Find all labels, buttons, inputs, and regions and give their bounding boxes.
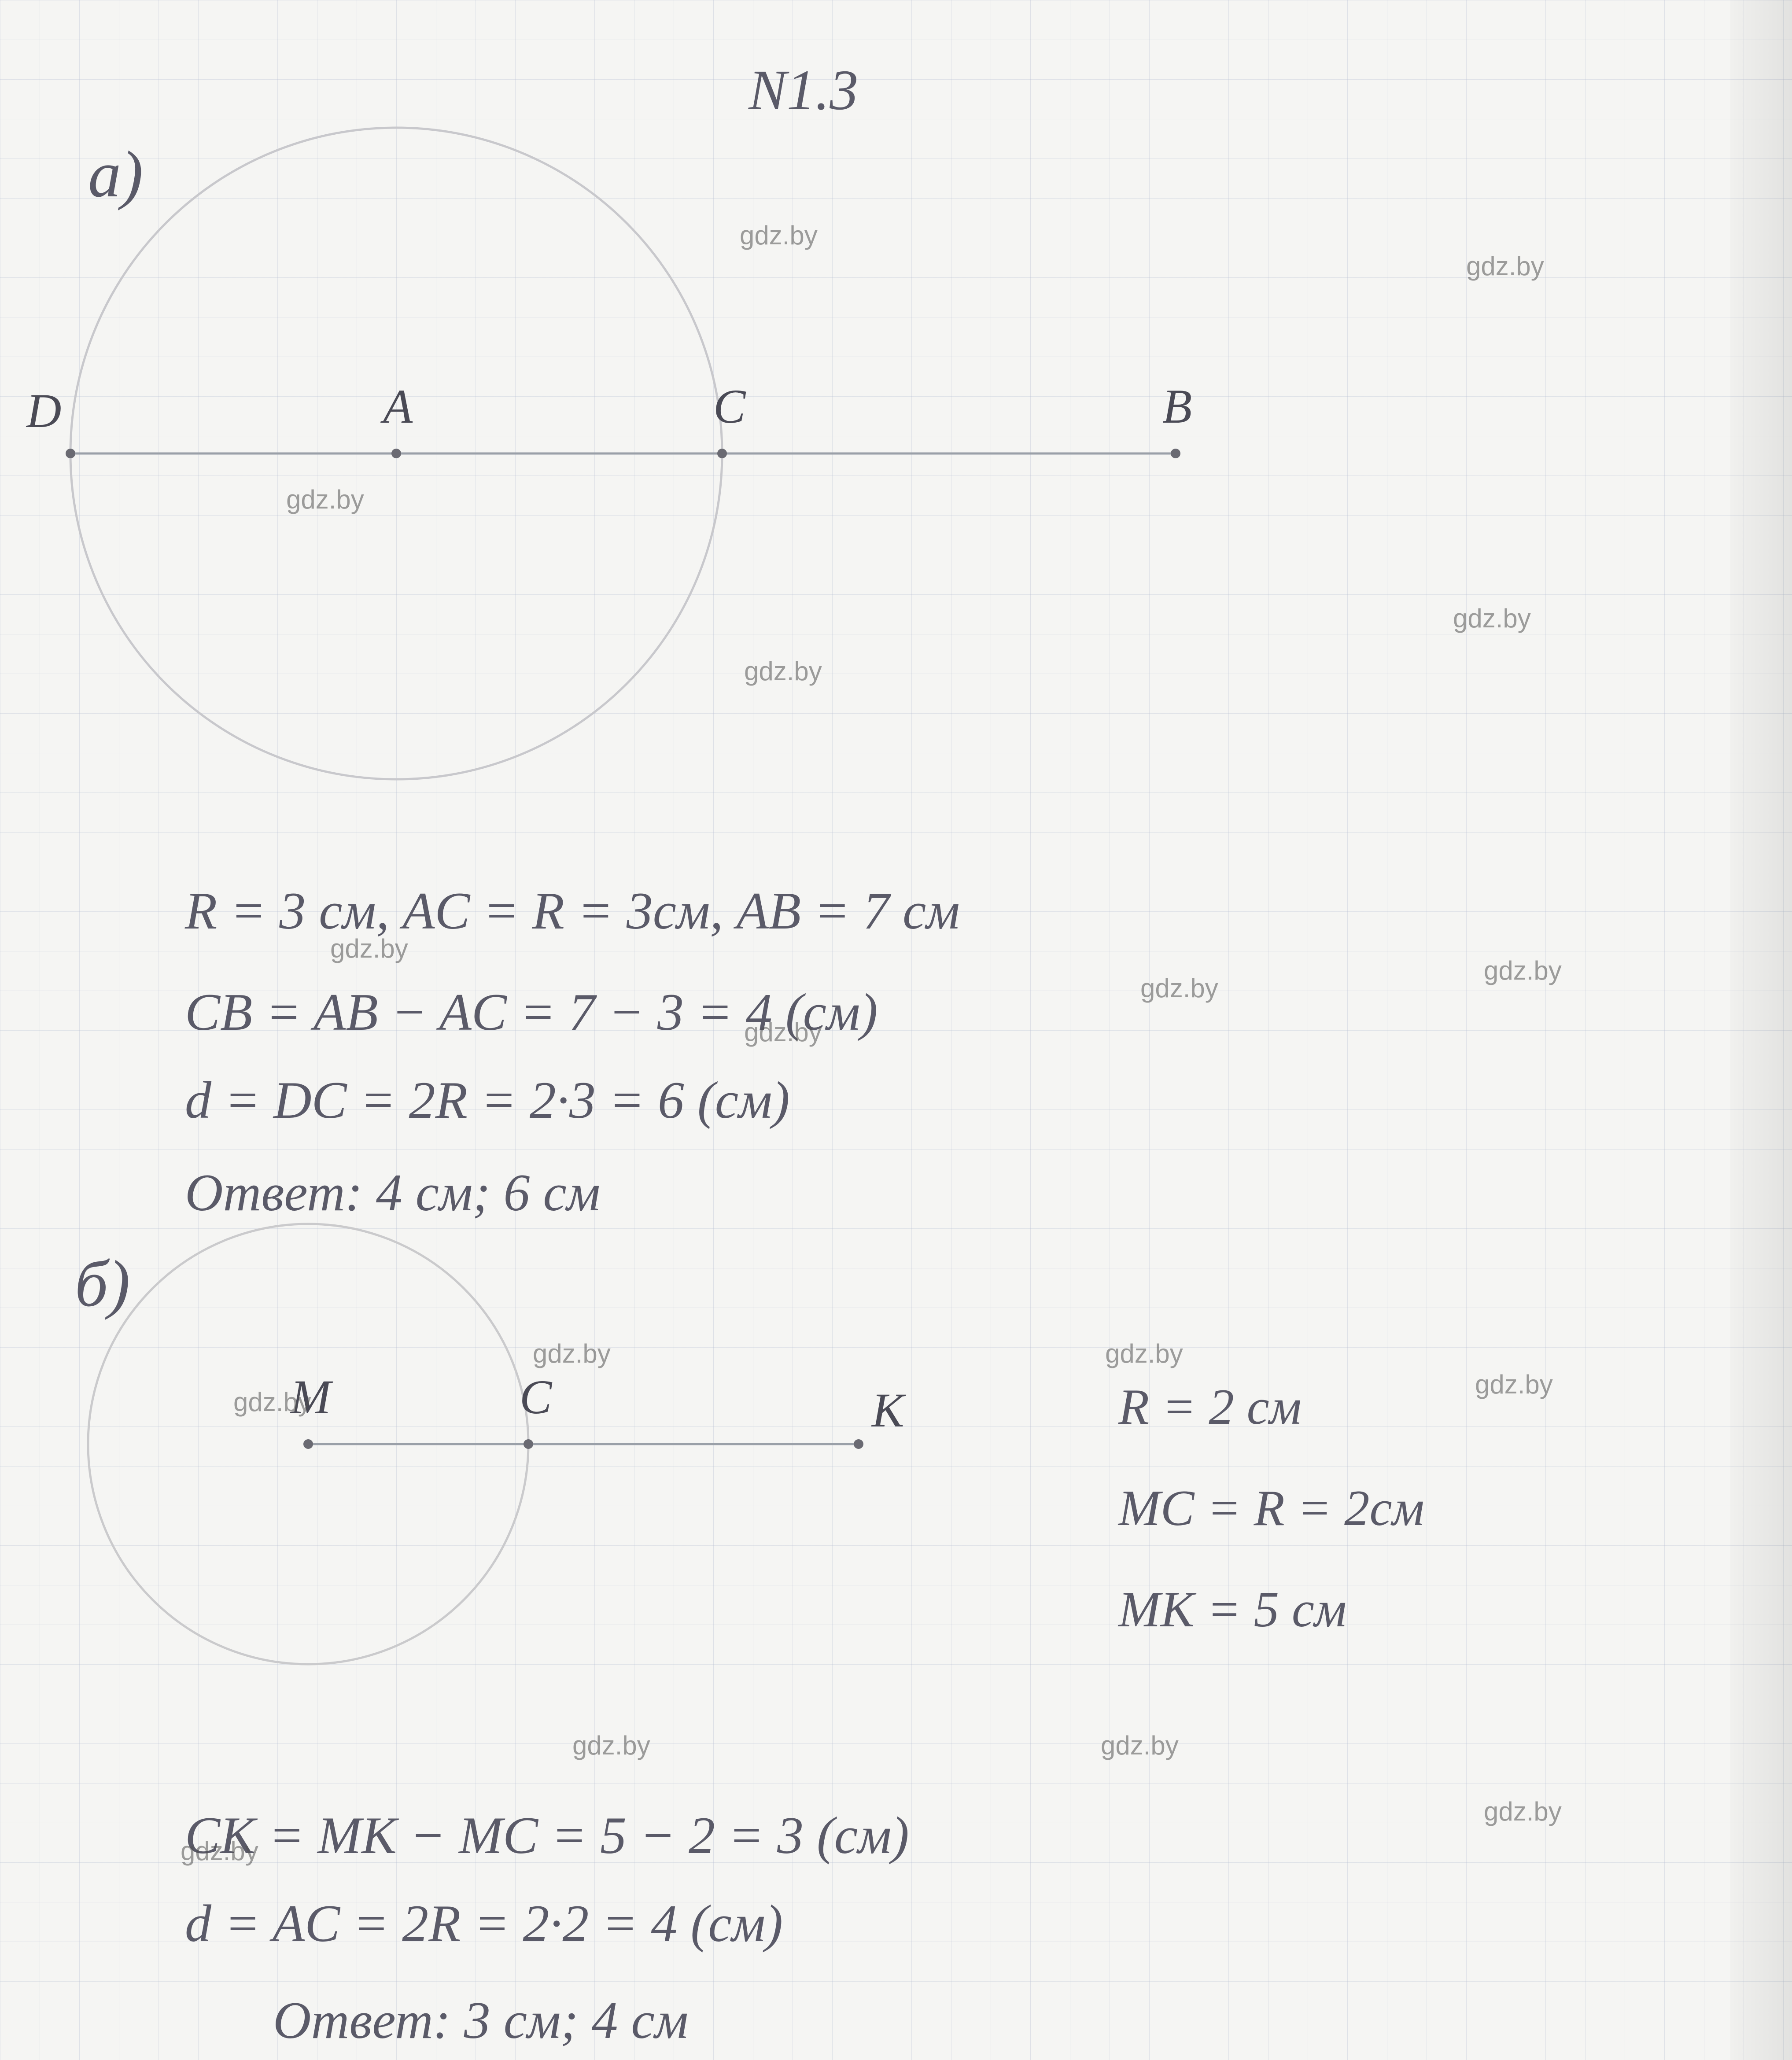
b-given-line-2: MK = 5 см (1118, 1581, 1346, 1639)
watermark: gdz.by (1466, 251, 1544, 281)
watermark: gdz.by (572, 1730, 650, 1761)
watermark: gdz.by (1140, 973, 1218, 1003)
watermark: gdz.by (740, 220, 818, 251)
b-work-line-0: CK = MK − MC = 5 − 2 = 3 (см) (185, 1805, 909, 1866)
watermark: gdz.by (1101, 1730, 1179, 1761)
watermark: gdz.by (744, 656, 822, 686)
point-label-A: A (380, 380, 413, 433)
point-label-C: C (520, 1370, 553, 1424)
point-label-B: B (1162, 380, 1192, 433)
part-a-diagram: DACB (0, 0, 1792, 881)
a-work-line-0: R = 3 см, AC = R = 3см, AB = 7 см (185, 881, 960, 941)
b-work-line-2: Ответ: 3 см; 4 см (273, 1990, 688, 2051)
watermark: gdz.by (744, 1017, 822, 1047)
point-label-C: C (713, 380, 746, 433)
watermark: gdz.by (233, 1387, 311, 1417)
watermark: gdz.by (181, 1836, 258, 1866)
watermark: gdz.by (286, 484, 364, 515)
b-given-line-0: R = 2 см (1118, 1378, 1302, 1436)
watermark: gdz.by (1475, 1369, 1553, 1400)
watermark: gdz.by (330, 933, 408, 964)
watermark: gdz.by (533, 1338, 611, 1369)
point-label-D: D (26, 384, 61, 438)
b-work-line-1: d = AC = 2R = 2·2 = 4 (см) (185, 1893, 783, 1954)
watermark: gdz.by (1484, 955, 1562, 986)
watermark: gdz.by (1484, 1796, 1562, 1827)
watermark: gdz.by (1105, 1338, 1183, 1369)
point-label-K: K (871, 1383, 907, 1437)
b-given-line-1: MC = R = 2см (1118, 1479, 1424, 1537)
watermark: gdz.by (1453, 603, 1531, 634)
